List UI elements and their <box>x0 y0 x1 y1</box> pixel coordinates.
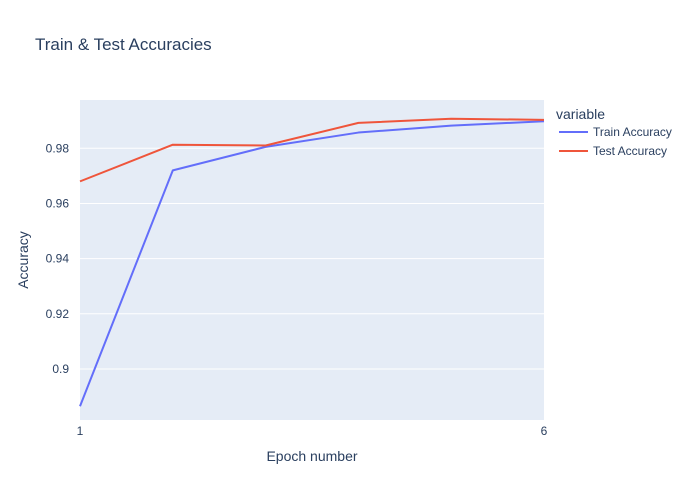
gridlines <box>80 147 544 370</box>
y-tick-label: 0.94 <box>46 252 70 266</box>
legend: variable Train Accuracy Test Accuracy <box>556 106 672 158</box>
y-tick-label: 0.9 <box>52 362 69 376</box>
plot-area <box>80 100 544 420</box>
y-tick-label: 0.98 <box>46 141 70 155</box>
y-axis-ticks: 0.9 0.92 0.94 0.96 0.98 <box>46 141 70 376</box>
legend-item-label: Train Accuracy <box>593 125 672 139</box>
series-lines <box>79 117 545 407</box>
series-line-train-accuracy <box>79 120 545 407</box>
y-axis-title: Accuracy <box>15 231 31 289</box>
x-tick-label: 1 <box>77 424 84 438</box>
chart-title: Train & Test Accuracies <box>35 35 212 54</box>
legend-title: variable <box>556 106 605 122</box>
y-tick-label: 0.96 <box>46 196 70 210</box>
series-line-test-accuracy <box>79 117 545 183</box>
x-axis-title: Epoch number <box>266 448 357 464</box>
y-tick-label: 0.92 <box>46 307 70 321</box>
legend-item-label: Test Accuracy <box>593 144 667 158</box>
x-tick-label: 6 <box>541 424 548 438</box>
